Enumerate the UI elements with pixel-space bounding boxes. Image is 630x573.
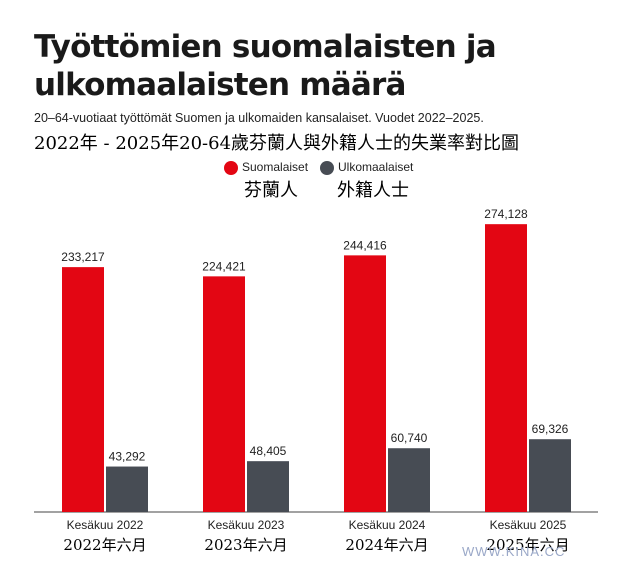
- data-label-suomalaiset-2: 224,421: [202, 259, 246, 273]
- legend-marker-suomalaiset: [224, 161, 238, 175]
- x-tick-label-chinese-1: 2022年六月: [63, 536, 146, 554]
- chart-title-chinese: 2022年 - 2025年20-64歲芬蘭人與外籍人士的失業率對比圖: [34, 133, 520, 154]
- legend-label-suomalaiset-chinese: 芬蘭人: [244, 180, 298, 201]
- bar-suomalaiset-3: [344, 255, 386, 512]
- data-label-ulkomaalaiset-4: 69,326: [532, 422, 569, 436]
- data-label-suomalaiset-4: 274,128: [484, 207, 528, 221]
- x-tick-label-2: Kesäkuu 2023: [208, 518, 285, 532]
- chart-title: Työttömien suomalaisten ja ulkomaalaiste…: [34, 29, 497, 103]
- data-label-ulkomaalaiset-1: 43,292: [109, 450, 146, 464]
- legend-label-suomalaiset: Suomalaiset: [242, 160, 309, 174]
- legend-label-ulkomaalaiset-chinese: 外籍人士: [337, 180, 409, 201]
- legend-label-ulkomaalaiset: Ulkomaalaiset: [338, 160, 414, 174]
- x-tick-label-4: Kesäkuu 2025: [490, 518, 567, 532]
- bar-suomalaiset-1: [62, 267, 104, 512]
- chart-subtitle: 20–64-vuotiaat työttömät Suomen ja ulkom…: [34, 111, 484, 125]
- bar-ulkomaalaiset-3: [388, 448, 430, 512]
- bar-ulkomaalaiset-2: [247, 461, 289, 512]
- bar-ulkomaalaiset-4: [529, 439, 571, 512]
- bar-suomalaiset-4: [485, 224, 527, 513]
- x-tick-label-1: Kesäkuu 2022: [67, 518, 144, 532]
- legend: Suomalaiset Ulkomaalaiset 芬蘭人 外籍人士: [0, 158, 630, 201]
- x-tick-label-chinese-3: 2024年六月: [345, 536, 428, 554]
- bar-suomalaiset-2: [203, 276, 245, 512]
- x-tick-label-chinese-4: 2025年六月: [486, 536, 569, 554]
- data-label-ulkomaalaiset-2: 48,405: [250, 444, 287, 458]
- bar-ulkomaalaiset-1: [106, 466, 148, 512]
- watermark: WWW.KINA.CC: [462, 544, 566, 559]
- legend-marker-ulkomaalaiset: [320, 161, 334, 175]
- data-label-suomalaiset-3: 244,416: [343, 238, 387, 252]
- x-tick-label-3: Kesäkuu 2024: [349, 518, 426, 532]
- data-label-ulkomaalaiset-3: 60,740: [391, 431, 428, 445]
- data-label-suomalaiset-1: 233,217: [61, 250, 105, 264]
- x-tick-label-chinese-2: 2023年六月: [204, 536, 287, 554]
